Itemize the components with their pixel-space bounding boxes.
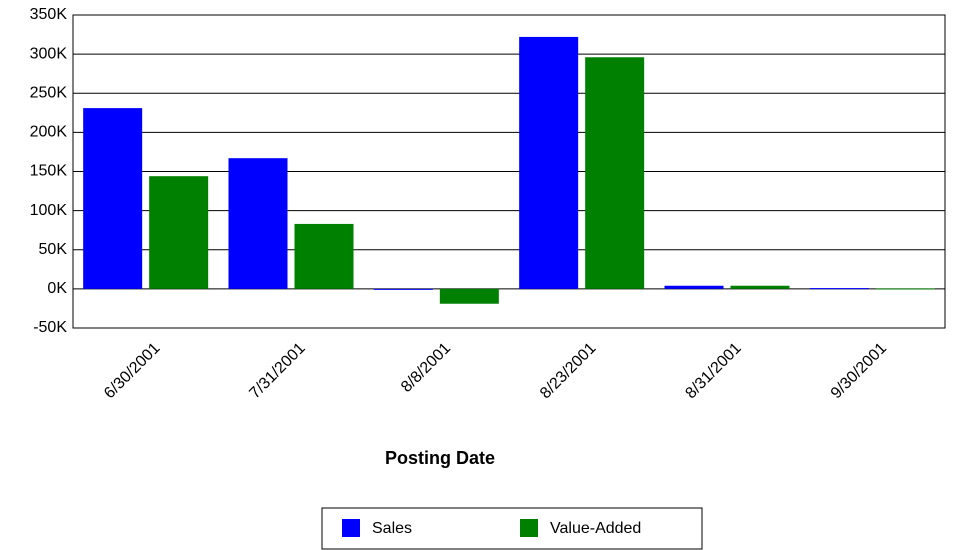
bar xyxy=(664,285,724,289)
bar xyxy=(730,285,790,289)
bar xyxy=(519,36,579,289)
y-tick-label: 150K xyxy=(30,163,68,180)
y-tick-label: 0K xyxy=(47,280,67,297)
x-tick-label: 8/31/2001 xyxy=(682,340,744,402)
bar xyxy=(83,108,143,289)
x-tick-label: 6/30/2001 xyxy=(101,340,163,402)
bar xyxy=(373,288,433,290)
x-tick-label: 8/23/2001 xyxy=(537,340,599,402)
legend-label: Sales xyxy=(372,520,412,537)
x-tick-label: 8/8/2001 xyxy=(398,340,454,396)
bar xyxy=(875,288,935,290)
y-tick-label: -50K xyxy=(33,319,67,336)
bar xyxy=(294,223,354,289)
bar xyxy=(439,288,499,304)
legend-swatch xyxy=(520,519,538,537)
y-tick-label: 350K xyxy=(30,6,68,23)
x-tick-label: 7/31/2001 xyxy=(246,340,308,402)
legend-box xyxy=(321,507,703,550)
bar xyxy=(149,176,209,289)
bar xyxy=(809,288,869,290)
y-tick-label: 250K xyxy=(30,84,68,101)
bar xyxy=(585,57,645,289)
bar xyxy=(228,158,288,289)
x-tick-label: 9/30/2001 xyxy=(828,340,890,402)
plot-frame xyxy=(72,14,946,329)
x-axis-label: Posting Date xyxy=(385,448,495,468)
y-tick-label: 300K xyxy=(30,45,68,62)
legend-swatch xyxy=(342,519,360,537)
y-tick-label: 50K xyxy=(39,241,68,258)
y-tick-label: 200K xyxy=(30,124,68,141)
y-tick-label: 100K xyxy=(30,202,68,219)
legend-label: Value-Added xyxy=(550,520,641,537)
